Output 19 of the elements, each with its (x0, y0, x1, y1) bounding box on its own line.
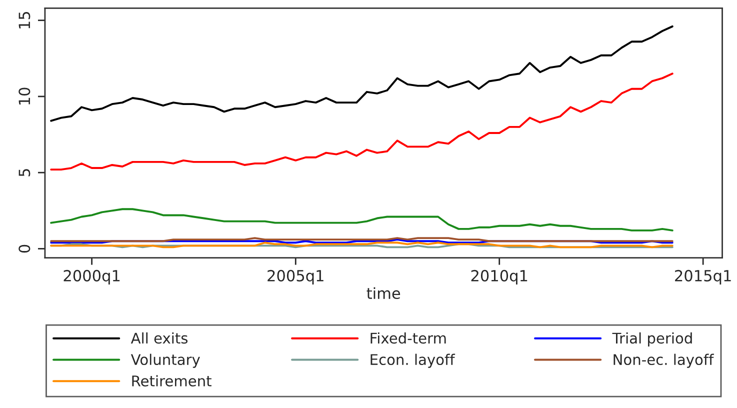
legend-label: Voluntary (130, 354, 200, 368)
x-tick-label: 2005q1 (268, 270, 324, 284)
legend-label: Trial period (612, 332, 692, 346)
legend-label: Econ. layoff (370, 354, 456, 368)
line-series (50, 208, 674, 232)
y-tick-label: 5 (18, 169, 30, 176)
legend-label: Fixed-term (370, 332, 446, 344)
x-tick-label: 2000q1 (64, 270, 120, 284)
y-tick-label: 10 (18, 88, 30, 105)
y-tick-label: 15 (18, 12, 30, 28)
y-tick-label: 0 (18, 244, 30, 253)
x-axis-title: time (366, 287, 400, 300)
line-series (50, 72, 674, 171)
legend-label: Non-ec. layoff (614, 354, 714, 368)
line-series (50, 25, 674, 122)
x-tick-label: 2015q1 (675, 270, 731, 284)
legend-label: All exits (130, 332, 188, 344)
x-tick-label: 2010q1 (471, 270, 528, 284)
legend-label: Retirement (132, 375, 212, 386)
